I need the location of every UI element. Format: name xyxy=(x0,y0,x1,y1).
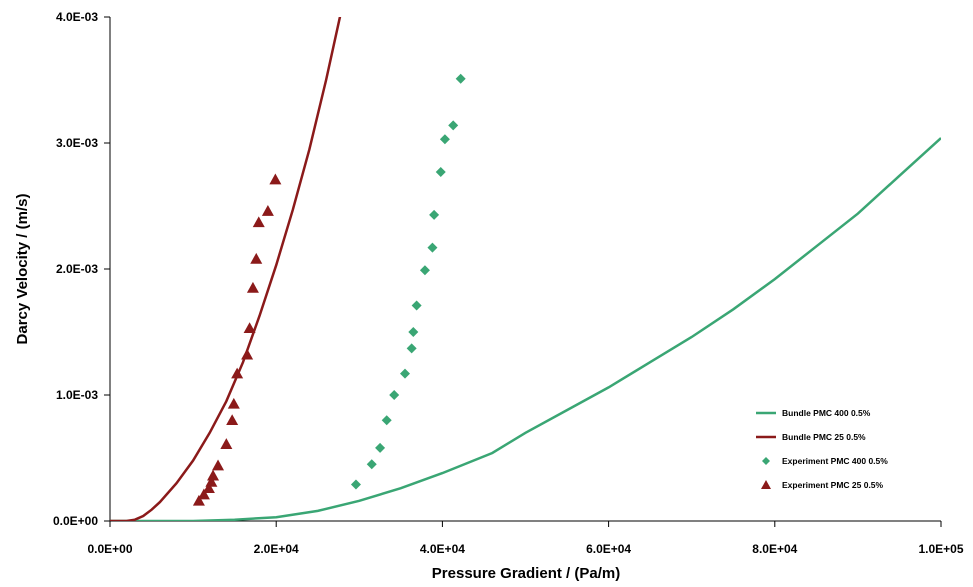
x-axis-label: Pressure Gradient / (Pa/m) xyxy=(432,565,620,582)
data-point-experiment-pmc-400-0-5 xyxy=(435,166,446,177)
data-point-experiment-pmc-400-0-5 xyxy=(411,300,422,311)
x-tick-label: 4.0E+04 xyxy=(420,542,465,556)
legend: Bundle PMC 400 0.5% Bundle PMC 25 0.5% Exp… xyxy=(756,408,888,490)
y-tick-label: 1.0E-03 xyxy=(56,388,98,402)
data-point-experiment-pmc-400-0-5 xyxy=(375,442,386,453)
legend-marker xyxy=(761,480,771,489)
data-point-experiment-pmc-400-0-5 xyxy=(455,73,466,84)
y-tick-label: 3.0E-03 xyxy=(56,136,98,150)
x-tick-label: 6.0E+04 xyxy=(586,542,631,556)
series-line-bundle-pmc-25-0-5 xyxy=(110,17,342,521)
data-point-experiment-pmc-400-0-5 xyxy=(439,134,450,145)
data-point-experiment-pmc-400-0-5 xyxy=(406,343,417,354)
data-point-experiment-pmc-400-0-5 xyxy=(429,209,440,220)
y-tick-label: 2.0E-03 xyxy=(56,262,98,276)
data-point-experiment-pmc-400-0-5 xyxy=(350,479,361,490)
data-point-experiment-pmc-25-0-5 xyxy=(227,397,240,409)
data-point-experiment-pmc-25-0-5 xyxy=(231,367,244,379)
data-point-experiment-pmc-25-0-5 xyxy=(241,348,254,360)
data-point-experiment-pmc-25-0-5 xyxy=(246,281,259,293)
x-tick-label: 2.0E+04 xyxy=(254,542,299,556)
x-tick-label: 1.0E+05 xyxy=(918,542,963,556)
plot-area xyxy=(110,17,941,521)
data-point-experiment-pmc-400-0-5 xyxy=(389,390,400,400)
data-point-experiment-pmc-25-0-5 xyxy=(220,438,233,449)
data-point-experiment-pmc-25-0-5 xyxy=(197,488,210,500)
axes xyxy=(109,17,941,522)
data-point-experiment-pmc-400-0-5 xyxy=(419,265,430,276)
y-axis-label: Darcy Velocity / (m/s) xyxy=(14,194,31,345)
data-point-experiment-pmc-25-0-5 xyxy=(269,173,282,185)
data-point-experiment-pmc-25-0-5 xyxy=(212,459,225,471)
data-point-experiment-pmc-25-0-5 xyxy=(192,494,205,506)
x-tick-group: 0.0E+00 2.0E+04 4.0E+04 6.0E+04 8.0E+04 1.0E+… xyxy=(87,521,964,556)
x-tick-label: 8.0E+04 xyxy=(752,542,797,556)
legend-label: Bundle PMC 400 0.5% xyxy=(782,408,871,418)
y-tick-label: 0.0E+00 xyxy=(53,514,98,528)
legend-label: Experiment PMC 25 0.5% xyxy=(782,480,884,490)
legend-label: Bundle PMC 25 0.5% xyxy=(782,432,866,442)
data-point-experiment-pmc-25-0-5 xyxy=(243,322,256,334)
data-point-experiment-pmc-400-0-5 xyxy=(366,459,377,470)
data-point-experiment-pmc-25-0-5 xyxy=(205,475,218,487)
x-tick-label: 0.0E+00 xyxy=(87,542,132,556)
data-point-experiment-pmc-25-0-5 xyxy=(226,414,239,425)
legend-label: Experiment PMC 400 0.5% xyxy=(782,456,888,466)
data-point-experiment-pmc-25-0-5 xyxy=(261,205,274,216)
data-point-experiment-pmc-25-0-5 xyxy=(250,252,263,264)
data-point-experiment-pmc-25-0-5 xyxy=(207,469,220,481)
data-point-experiment-pmc-400-0-5 xyxy=(408,327,419,337)
data-point-experiment-pmc-400-0-5 xyxy=(381,415,392,426)
data-point-experiment-pmc-25-0-5 xyxy=(202,482,215,494)
data-point-experiment-pmc-25-0-5 xyxy=(252,216,265,228)
data-point-experiment-pmc-400-0-5 xyxy=(427,242,438,253)
data-point-experiment-pmc-400-0-5 xyxy=(448,120,459,131)
data-point-experiment-pmc-400-0-5 xyxy=(400,368,411,379)
legend-marker xyxy=(762,457,770,465)
y-tick-label: 4.0E-03 xyxy=(56,10,98,24)
series-line-bundle-pmc-400-0-5 xyxy=(110,137,941,521)
y-tick-group: 0.0E+00 1.0E-03 2.0E-03 3.0E-03 4.0E-03 xyxy=(53,10,110,528)
